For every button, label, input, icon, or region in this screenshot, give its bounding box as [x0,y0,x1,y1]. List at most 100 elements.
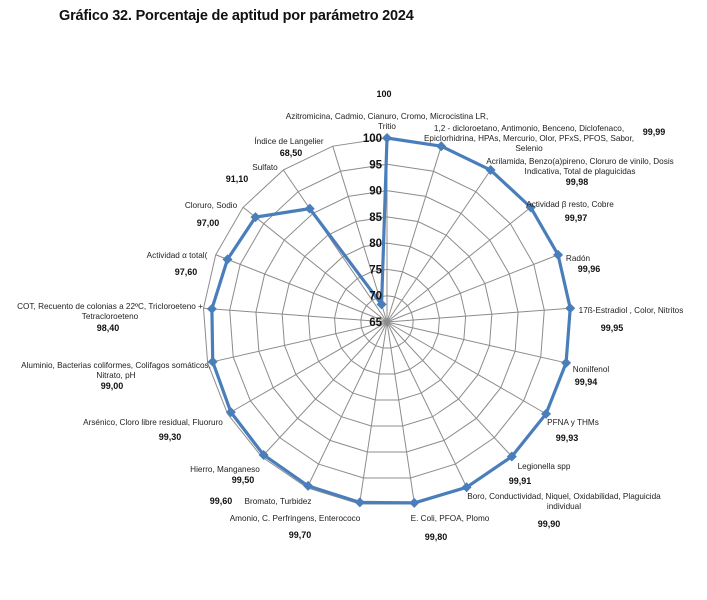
value-label: 99,99 [642,127,666,137]
category-label: Amonio, C. Perfringens, Enterococo [230,514,361,524]
category-label-line: Nonilfenol [572,365,610,374]
category-label-line: Indicativa, Total de plaguicidas [524,167,636,176]
value-label: 99,98 [565,177,589,187]
axis-tick-label: 85 [369,212,382,224]
category-label-line: Índice de Langelier [254,137,324,146]
value-label: 99,91 [508,476,532,486]
category-label: Legionella spp [518,462,571,472]
category-label-line: Hierro, Manganeso [190,465,260,474]
category-label-line: Acrilamida, Benzo(a)pireno, Cloruro de v… [486,157,674,166]
data-point-marker [436,141,447,152]
grid-ring [229,163,545,479]
category-label-line: Legionella spp [517,462,571,471]
category-label-line: Cloruro, Sodio [184,201,238,210]
data-point-marker [303,480,314,491]
data-point-marker [541,408,552,419]
category-label: Nonilfenol [573,365,609,375]
data-point-marker [525,202,536,213]
grid-spoke [242,206,388,323]
data-point-marker [485,165,496,176]
axis-tick-label: 100 [363,133,382,145]
category-label-line: Boro, Conductividad, Niquel, Oxidabilida… [467,492,661,501]
axis-tick-label: 80 [369,238,382,250]
category-label: 1,2 - dicloroetano, Antimonio, Benceno, … [424,124,634,154]
data-point-marker [409,497,420,508]
category-label-line: Sulfato [252,163,278,172]
grid-ring [307,242,467,401]
category-label: Arsénico, Cloro libre residual, Fluoruro [83,418,223,428]
grid-ring [281,216,493,427]
value-label: 97,60 [174,267,198,277]
data-point-marker [222,254,233,265]
data-point-marker [304,203,315,214]
series-line [210,136,572,505]
category-label: Actividad α total( [147,251,208,261]
grid-spoke [386,321,567,364]
category-label: Acrilamida, Benzo(a)pireno, Cloruro de v… [486,157,673,177]
data-point-marker [354,497,365,508]
data-point-marker [206,303,217,314]
data-point-marker [461,482,472,493]
grid-spoke [332,146,388,323]
grid-spoke [282,169,388,323]
category-label: Radón [566,254,590,264]
data-point-marker [258,449,269,460]
value-label: 99,60 [209,496,233,506]
grid-ring [334,268,440,375]
grid-spoke [386,321,468,488]
value-label: 100 [376,89,392,99]
grid-spoke [386,307,571,323]
grid-spoke [207,321,388,364]
category-label: Sulfato [252,163,278,173]
category-label-line: Actividad β resto, Cobre [526,200,614,209]
chart-title: Gráfico 32. Porcentaje de aptitud por pa… [59,8,414,24]
category-label-line: Aluminio, Bacterias coliformes, Colifago… [21,361,211,370]
value-label: 99,97 [564,213,588,223]
value-label: 99,93 [555,433,579,443]
category-label: Bromato, Turbidez [245,497,312,507]
grid-spoke [386,206,532,323]
value-label: 97,00 [196,218,220,228]
value-label: 99,96 [577,264,601,274]
data-point-marker [561,357,572,368]
data-point-marker [250,212,261,223]
value-label: 91,10 [225,174,249,184]
category-label-line: Arsénico, Cloro libre residual, Fluoruro [83,418,223,427]
category-label-line: 1,2 - dicloroetano, Antimonio, Benceno, … [433,124,625,133]
grid-spoke [261,321,388,458]
axis-tick-label: 90 [369,186,382,198]
grid-spoke [386,321,513,458]
data-point-marker [382,133,392,143]
category-label: Índice de Langelier [254,137,323,147]
grid-spoke [215,254,388,323]
category-label-line: Tetracloroeteno [81,312,139,321]
category-label: Aluminio, Bacterias coliformes, Colifago… [21,361,211,381]
grid-spoke [203,307,388,323]
axis-tick-label: 65 [369,317,382,329]
category-label: COT, Recuento de colonias a 22ºC, Triclo… [17,302,203,322]
value-label: 99,90 [537,519,561,529]
value-label: 99,00 [100,381,124,391]
grid-spoke [359,321,388,505]
value-label: 99,30 [158,432,182,442]
category-label: Actividad β resto, Cobre [526,200,614,210]
grid-ring [360,295,414,349]
grid-ring [255,190,519,453]
value-label: 99,94 [574,377,598,387]
data-point-marker [207,356,218,367]
axis-tick-label: 75 [369,264,382,276]
category-label-line: Selenio [515,144,543,153]
category-label: Azitromicina, Cadmio, Cianuro, Cromo, Mi… [286,112,488,132]
category-label-line: COT, Recuento de colonias a 22ºC, Triclo… [17,302,203,311]
value-label: 99,70 [288,530,312,540]
value-label: 99,50 [231,475,255,485]
grid-spoke [227,321,388,415]
grid-spoke [386,146,442,323]
category-label-line: 17ß-Estradiol , Color, Nitritos [578,306,684,315]
grid-spoke [386,254,559,323]
category-label-line: Tritio [378,122,396,131]
data-point-marker [506,451,517,462]
data-point-marker [376,299,387,310]
grid-spoke [306,321,388,488]
